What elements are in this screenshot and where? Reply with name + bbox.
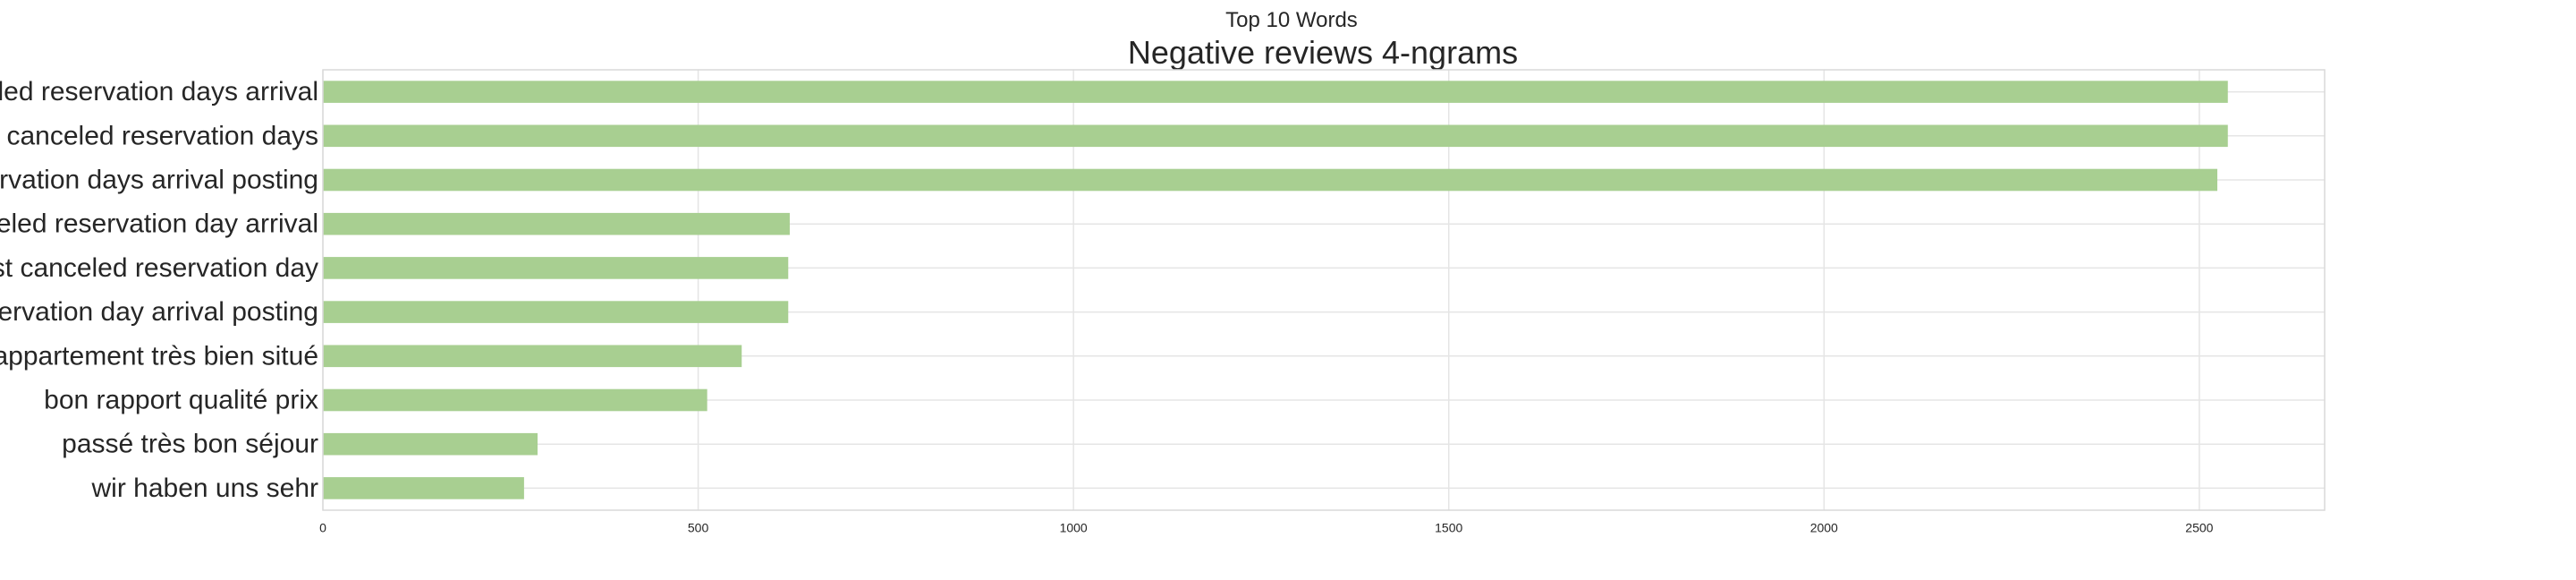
x-tick-label: 2000 <box>1810 520 1838 534</box>
y-category-label: rvation days arrival posting <box>0 166 318 195</box>
bar <box>323 168 2218 192</box>
y-category-label: ervation day arrival posting <box>0 297 318 327</box>
bar <box>323 301 789 323</box>
chart-title: Negative reviews 4-ngrams <box>1128 34 1518 71</box>
bar <box>323 124 2228 148</box>
x-tick-label: 0 <box>319 520 326 534</box>
bar <box>323 212 790 235</box>
chart-suptitle: Top 10 Words <box>1225 8 1358 32</box>
bar <box>323 432 538 456</box>
bars <box>323 81 2228 499</box>
plot-frame <box>322 69 2326 511</box>
y-category-label: bon rapport qualité prix <box>44 386 318 415</box>
bar <box>323 345 742 368</box>
x-tick-label: 1500 <box>1435 520 1462 534</box>
y-category-label: passé très bon séjour <box>62 430 318 459</box>
x-tick-label: 500 <box>688 520 709 534</box>
y-axis-labels: led reservation days arrival canceled res… <box>0 77 318 503</box>
y-category-label: eled reservation day arrival <box>0 209 318 239</box>
y-category-label: st canceled reservation day <box>0 253 318 283</box>
bar <box>323 388 708 412</box>
y-category-label: led reservation days arrival <box>0 77 318 107</box>
bar <box>323 257 789 279</box>
y-category-label: appartement très bien situé <box>0 341 318 371</box>
x-tick-label: 2500 <box>2185 520 2213 534</box>
y-category-label: canceled reservation days <box>6 121 318 150</box>
bar <box>323 81 2228 103</box>
x-axis-ticks: 0 500 1000 1500 2000 2500 <box>319 520 2214 534</box>
bar <box>323 477 524 499</box>
y-category-label: wir haben uns sehr <box>91 473 318 503</box>
x-tick-label: 1000 <box>1060 520 1088 534</box>
